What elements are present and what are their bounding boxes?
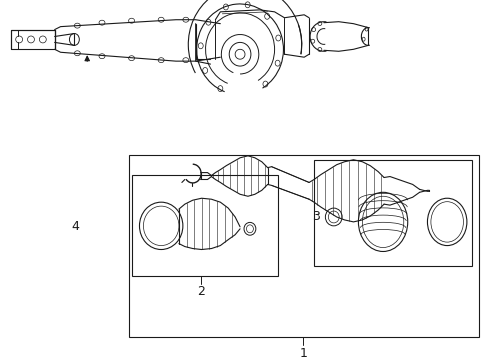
Bar bbox=[132, 175, 277, 276]
Text: 4: 4 bbox=[72, 220, 79, 233]
Text: 3: 3 bbox=[312, 211, 320, 224]
Bar bbox=[129, 155, 479, 337]
Bar bbox=[314, 160, 472, 266]
Text: 2: 2 bbox=[196, 285, 204, 298]
Text: 1: 1 bbox=[299, 347, 307, 360]
